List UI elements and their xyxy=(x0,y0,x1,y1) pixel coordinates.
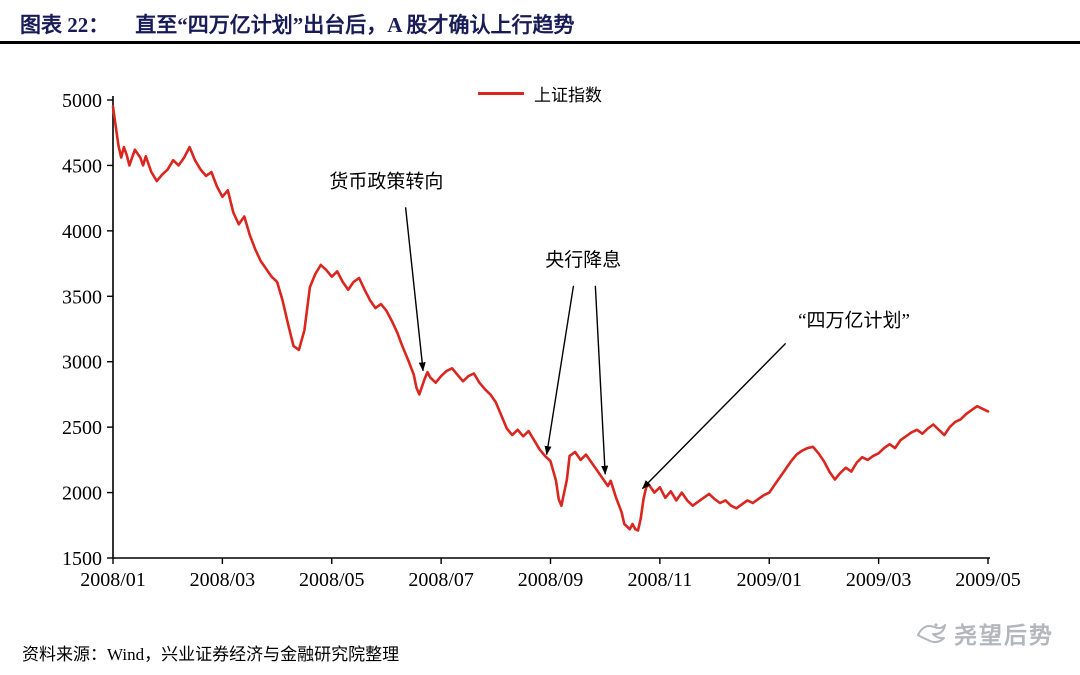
svg-text:3000: 3000 xyxy=(62,352,102,374)
svg-text:2009/03: 2009/03 xyxy=(846,569,912,591)
svg-text:“四万亿计划”: “四万亿计划” xyxy=(798,309,910,331)
page-title: 图表 22： 直至“四万亿计划”出台后，A 股才确认上行趋势 xyxy=(20,9,575,39)
figure-title: 直至“四万亿计划”出台后，A 股才确认上行趋势 xyxy=(135,13,575,37)
title-underline xyxy=(0,41,1080,44)
svg-text:2009/01: 2009/01 xyxy=(736,569,802,591)
svg-text:2008/01: 2008/01 xyxy=(80,569,146,591)
watermark: 尧望后势 xyxy=(914,616,1054,650)
svg-text:央行降息: 央行降息 xyxy=(545,249,621,271)
svg-text:1500: 1500 xyxy=(62,548,102,570)
svg-text:2008/07: 2008/07 xyxy=(408,569,474,591)
svg-text:4000: 4000 xyxy=(62,221,102,243)
svg-text:2000: 2000 xyxy=(62,483,102,505)
svg-text:2009/05: 2009/05 xyxy=(955,569,1021,591)
figure-number: 图表 22： xyxy=(20,13,110,37)
source-note: 资料来源：Wind，兴业证券经济与金融研究院整理 xyxy=(22,645,400,664)
svg-text:4500: 4500 xyxy=(62,155,102,177)
svg-text:2008/03: 2008/03 xyxy=(190,569,256,591)
svg-text:2008/09: 2008/09 xyxy=(518,569,584,591)
svg-text:5000: 5000 xyxy=(62,90,102,112)
watermark-logo-icon xyxy=(917,623,946,644)
svg-text:2008/05: 2008/05 xyxy=(299,569,365,591)
svg-text:货币政策转向: 货币政策转向 xyxy=(329,171,443,193)
svg-text:3500: 3500 xyxy=(62,286,102,308)
svg-text:2500: 2500 xyxy=(62,417,102,439)
svg-text:2008/11: 2008/11 xyxy=(627,569,692,591)
watermark-text: 尧望后势 xyxy=(954,623,1054,648)
